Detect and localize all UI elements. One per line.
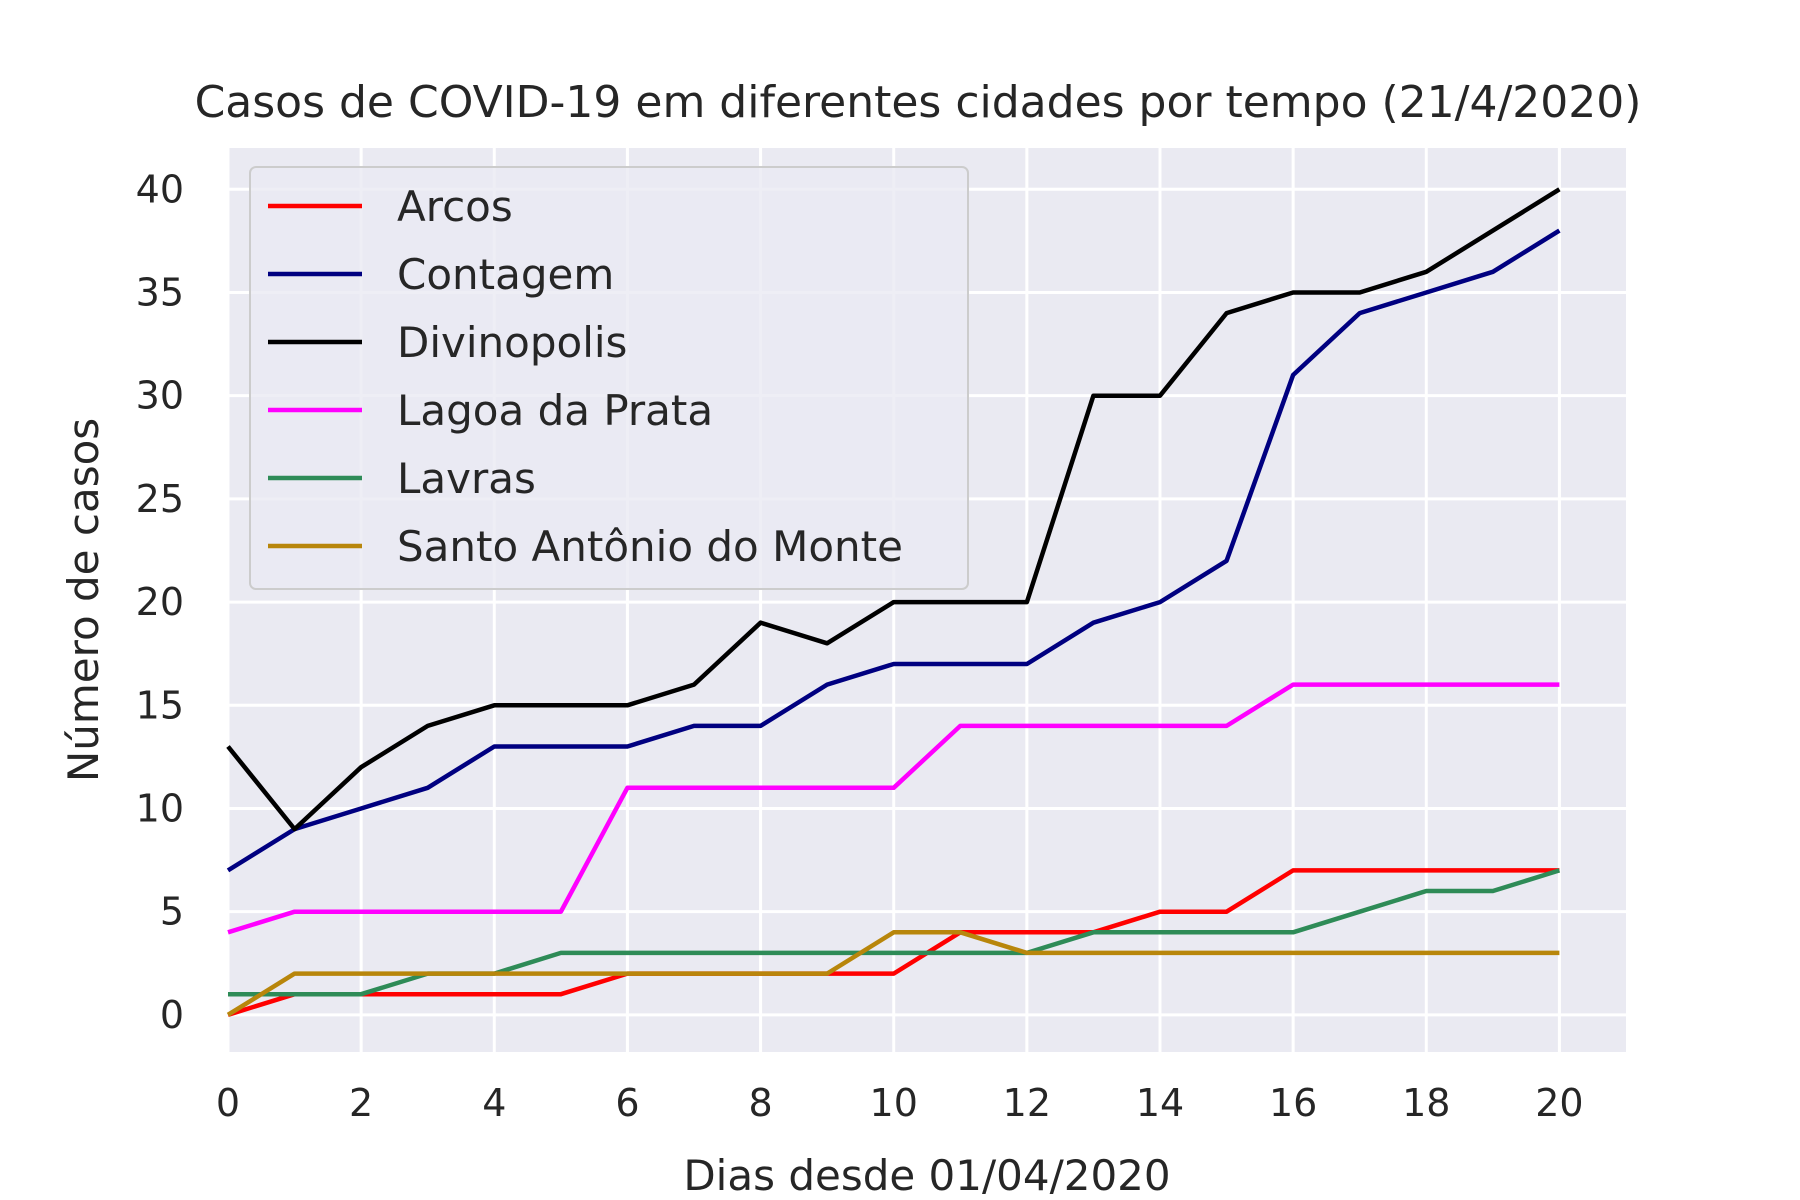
x-tick-label: 4 bbox=[482, 1081, 506, 1125]
x-tick-label: 20 bbox=[1535, 1081, 1583, 1125]
y-tick-label: 30 bbox=[136, 374, 184, 418]
legend-label: Lagoa da Prata bbox=[397, 386, 713, 435]
x-tick-label: 12 bbox=[1003, 1081, 1051, 1125]
x-tick-label: 10 bbox=[870, 1081, 918, 1125]
legend-label: Lavras bbox=[397, 454, 536, 503]
legend-box bbox=[249, 166, 969, 590]
legend-label: Santo Antônio do Monte bbox=[397, 522, 903, 571]
x-tick-label: 18 bbox=[1402, 1081, 1450, 1125]
x-tick-label: 2 bbox=[349, 1081, 373, 1125]
y-tick-label: 10 bbox=[136, 786, 184, 830]
x-axis-ticks: 0 2 4 6 8 10 12 14 16 18 20 bbox=[216, 1081, 1584, 1125]
series-line-arcos bbox=[227, 868, 1560, 1017]
y-tick-label: 25 bbox=[136, 477, 184, 521]
chart-title: Casos de COVID-19 em diferentes cidades … bbox=[195, 77, 1642, 128]
series-line-contagem bbox=[226, 228, 1561, 873]
legend: Arcos Contagem Divinopolis Lagoa da Prata La… bbox=[249, 166, 969, 590]
y-tick-label: 35 bbox=[136, 270, 184, 314]
series-lines bbox=[226, 187, 1561, 1017]
series-line-lagoa-da-prata bbox=[227, 682, 1560, 935]
y-axis-ticks: 0 5 10 15 20 25 30 35 40 bbox=[136, 167, 184, 1037]
y-tick-label: 40 bbox=[136, 167, 184, 211]
x-axis-label: Dias desde 01/04/2020 bbox=[683, 1151, 1170, 1200]
legend-label: Arcos bbox=[397, 182, 513, 231]
series-line-santo-antonio-do-monte bbox=[226, 930, 1560, 1017]
series-line-divinopolis bbox=[226, 187, 1561, 832]
x-tick-label: 14 bbox=[1136, 1081, 1184, 1125]
legend-label: Contagem bbox=[397, 250, 614, 299]
x-tick-label: 16 bbox=[1269, 1081, 1317, 1125]
x-tick-label: 0 bbox=[216, 1081, 240, 1125]
y-tick-label: 0 bbox=[160, 993, 184, 1037]
y-tick-label: 20 bbox=[136, 580, 184, 624]
y-axis-label: Número de casos bbox=[59, 418, 108, 782]
y-tick-label: 15 bbox=[136, 683, 184, 727]
y-tick-label: 5 bbox=[160, 890, 184, 934]
x-tick-label: 8 bbox=[748, 1081, 772, 1125]
legend-label: Divinopolis bbox=[397, 318, 627, 367]
x-tick-label: 6 bbox=[615, 1081, 639, 1125]
